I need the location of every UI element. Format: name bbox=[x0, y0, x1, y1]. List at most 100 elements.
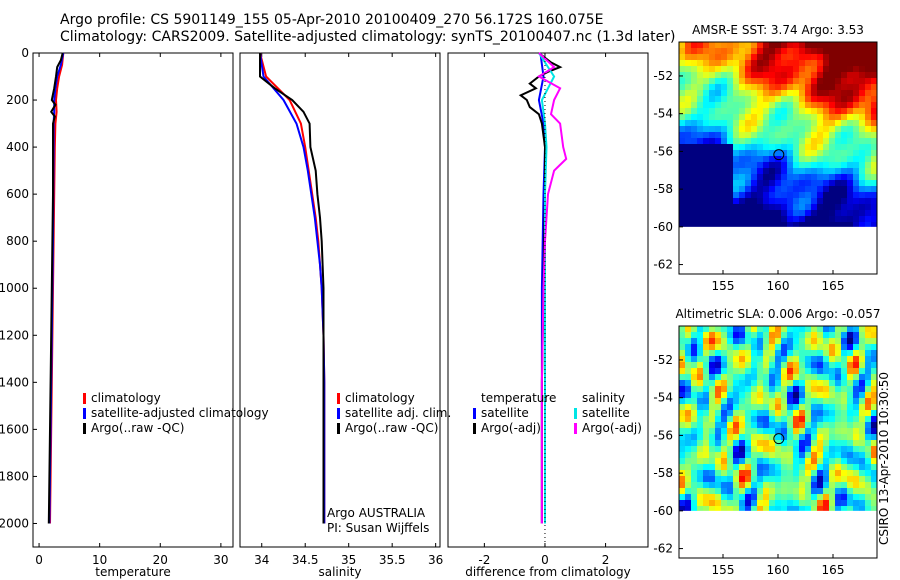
heatmap-cell bbox=[835, 42, 841, 48]
heatmap-cell bbox=[697, 96, 703, 102]
heatmap-cell bbox=[769, 386, 775, 392]
heatmap-cell bbox=[799, 350, 805, 356]
heatmap-cell bbox=[715, 42, 721, 48]
heatmap-cell bbox=[745, 392, 751, 398]
heatmap-cell bbox=[751, 440, 757, 446]
heatmap-cell bbox=[865, 204, 871, 210]
heatmap-cell bbox=[853, 410, 859, 416]
heatmap-cell bbox=[847, 156, 853, 162]
heatmap-cell bbox=[781, 392, 787, 398]
heatmap-cell bbox=[817, 102, 823, 108]
heatmap-cell bbox=[865, 162, 871, 168]
heatmap-cell bbox=[787, 446, 793, 452]
heatmap-cell bbox=[823, 54, 829, 60]
heatmap-cell bbox=[865, 440, 871, 446]
heatmap-cell bbox=[781, 168, 787, 174]
heatmap-cell bbox=[811, 374, 817, 380]
annotation-text: Argo AUSTRALIA bbox=[327, 506, 426, 520]
heatmap-cell bbox=[835, 470, 841, 476]
heatmap-cell bbox=[841, 48, 847, 54]
heatmap-cell bbox=[757, 338, 763, 344]
heatmap-cell bbox=[865, 374, 871, 380]
heatmap-cell bbox=[697, 72, 703, 78]
heatmap-cell bbox=[853, 90, 859, 96]
heatmap-cell bbox=[709, 150, 715, 156]
heatmap-cell bbox=[871, 222, 877, 227]
heatmap-cell bbox=[691, 72, 697, 78]
heatmap-cell bbox=[841, 120, 847, 126]
heatmap-cell bbox=[697, 404, 703, 410]
heatmap-cell bbox=[805, 500, 811, 506]
heatmap-cell bbox=[703, 108, 709, 114]
heatmap-cell bbox=[799, 506, 805, 511]
heatmap-cell bbox=[751, 96, 757, 102]
legend-entry: Argo(-adj) bbox=[481, 421, 541, 435]
heatmap-cell bbox=[865, 464, 871, 470]
heatmap-cell bbox=[847, 198, 853, 204]
heatmap-cell bbox=[697, 398, 703, 404]
heatmap-cell bbox=[841, 392, 847, 398]
heatmap-cell bbox=[775, 60, 781, 66]
heatmap-cell bbox=[739, 114, 745, 120]
heatmap-cell bbox=[859, 168, 865, 174]
heatmap-cell bbox=[697, 120, 703, 126]
heatmap-cell bbox=[745, 180, 751, 186]
heatmap-cell bbox=[853, 222, 859, 227]
heatmap-cell bbox=[775, 374, 781, 380]
heatmap-cell bbox=[691, 464, 697, 470]
heatmap-cell bbox=[871, 476, 877, 482]
heatmap-cell bbox=[727, 326, 733, 332]
heatmap-cell bbox=[805, 362, 811, 368]
heatmap-cell bbox=[823, 180, 829, 186]
heatmap-cell bbox=[709, 42, 715, 48]
heatmap-cell bbox=[685, 416, 691, 422]
heatmap-cell bbox=[805, 446, 811, 452]
heatmap-cell bbox=[685, 192, 691, 198]
heatmap-cell bbox=[739, 48, 745, 54]
heatmap-cell bbox=[817, 482, 823, 488]
heatmap-cell bbox=[781, 108, 787, 114]
heatmap-cell bbox=[805, 386, 811, 392]
heatmap-cell bbox=[727, 126, 733, 132]
heatmap-cell bbox=[751, 216, 757, 222]
heatmap-cell bbox=[853, 482, 859, 488]
heatmap-cell bbox=[775, 440, 781, 446]
heatmap-cell bbox=[811, 102, 817, 108]
heatmap-cell bbox=[739, 338, 745, 344]
heatmap-cell bbox=[817, 138, 823, 144]
heatmap-cell bbox=[781, 488, 787, 494]
heatmap-cell bbox=[805, 42, 811, 48]
heatmap-cell bbox=[763, 222, 769, 227]
heatmap-cell bbox=[841, 186, 847, 192]
heatmap-cell bbox=[865, 126, 871, 132]
heatmap-cell bbox=[715, 398, 721, 404]
heatmap-cell bbox=[691, 144, 697, 150]
heatmap-cell bbox=[763, 416, 769, 422]
heatmap-cell bbox=[751, 410, 757, 416]
heatmap-cell bbox=[685, 428, 691, 434]
heatmap-cell bbox=[715, 102, 721, 108]
heatmap-cell bbox=[763, 404, 769, 410]
heatmap-cell bbox=[727, 368, 733, 374]
heatmap-cell bbox=[709, 458, 715, 464]
heatmap-cell bbox=[721, 156, 727, 162]
heatmap-cell bbox=[685, 150, 691, 156]
heatmap-cell bbox=[703, 506, 709, 511]
heatmap-cell bbox=[709, 374, 715, 380]
heatmap-cell bbox=[757, 446, 763, 452]
heatmap-cell bbox=[739, 198, 745, 204]
heatmap-cell bbox=[871, 440, 877, 446]
heatmap-cell bbox=[781, 174, 787, 180]
heatmap-cell bbox=[841, 440, 847, 446]
heatmap-cell bbox=[871, 108, 877, 114]
heatmap-cell bbox=[709, 66, 715, 72]
heatmap-cell bbox=[679, 126, 685, 132]
heatmap-cell bbox=[709, 416, 715, 422]
heatmap-cell bbox=[781, 144, 787, 150]
heatmap-cell bbox=[769, 368, 775, 374]
heatmap-cell bbox=[829, 392, 835, 398]
heatmap-cell bbox=[859, 446, 865, 452]
heatmap-cell bbox=[865, 350, 871, 356]
heatmap-cell bbox=[787, 114, 793, 120]
heatmap-cell bbox=[853, 210, 859, 216]
